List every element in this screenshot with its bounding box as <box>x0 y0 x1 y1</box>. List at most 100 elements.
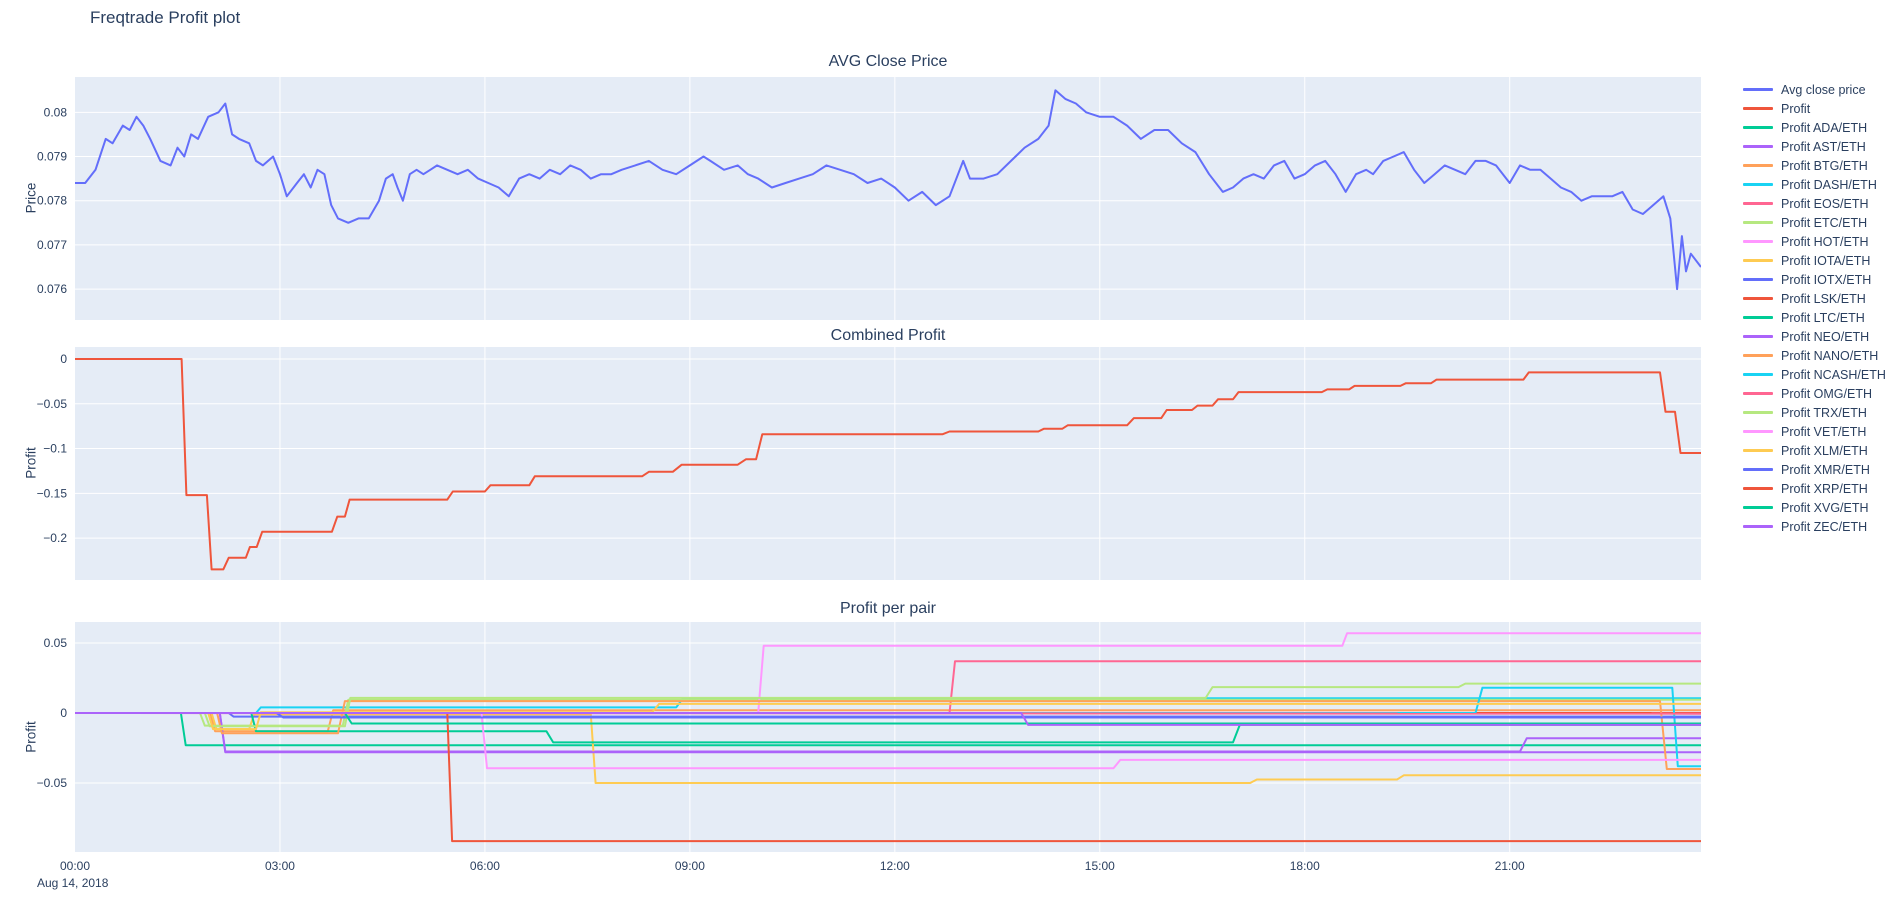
series-line-avg-close-price <box>75 89 1701 291</box>
y-tick-label: 0 <box>60 352 67 366</box>
legend-item-profit-omg-eth[interactable]: Profit OMG/ETH <box>1743 384 1886 403</box>
legend-item-label: Profit ADA/ETH <box>1781 120 1868 135</box>
legend-item-profit-dash-eth[interactable]: Profit DASH/ETH <box>1743 175 1886 194</box>
series-line-profit-ltc-eth <box>75 712 1701 744</box>
legend-item-profit-ada-eth[interactable]: Profit ADA/ETH <box>1743 118 1886 137</box>
y-tick-label: 0.05 <box>44 636 68 650</box>
legend-line-swatch <box>1743 449 1773 452</box>
x-tick-label: 06:00 <box>470 859 500 873</box>
legend-item-profit-btg-eth[interactable]: Profit BTG/ETH <box>1743 156 1886 175</box>
legend-item-label: Profit TRX/ETH <box>1781 405 1867 420</box>
series-line-profit <box>75 358 1701 571</box>
series-group-avg-close-price <box>75 89 1701 291</box>
legend-item-profit-xmr-eth[interactable]: Profit XMR/ETH <box>1743 460 1886 479</box>
legend-item-profit[interactable]: Profit <box>1743 99 1886 118</box>
legend-line-swatch <box>1743 259 1773 262</box>
legend-line-swatch <box>1743 240 1773 243</box>
legend-line-swatch <box>1743 88 1773 91</box>
legend-line-swatch <box>1743 354 1773 357</box>
legend-item-profit-eos-eth[interactable]: Profit EOS/ETH <box>1743 194 1886 213</box>
legend-item-label: Profit XRP/ETH <box>1781 481 1868 496</box>
y-tick-label: −0.1 <box>43 442 67 456</box>
legend-line-swatch <box>1743 316 1773 319</box>
legend-line-swatch <box>1743 164 1773 167</box>
legend-item-label: Profit NEO/ETH <box>1781 329 1870 344</box>
series-group-combined-profit <box>75 358 1701 571</box>
legend-line-swatch <box>1743 278 1773 281</box>
legend-item-label: Profit DASH/ETH <box>1781 177 1877 192</box>
y-tick-label: 0.078 <box>37 194 67 208</box>
legend-item-profit-xlm-eth[interactable]: Profit XLM/ETH <box>1743 441 1886 460</box>
legend-item-profit-nano-eth[interactable]: Profit NANO/ETH <box>1743 346 1886 365</box>
legend-item-profit-iotx-eth[interactable]: Profit IOTX/ETH <box>1743 270 1886 289</box>
legend-item-avg-close-price[interactable]: Avg close price <box>1743 80 1886 99</box>
legend-item-label: Profit NANO/ETH <box>1781 348 1879 363</box>
legend-item-profit-xvg-eth[interactable]: Profit XVG/ETH <box>1743 498 1886 517</box>
legend-line-swatch <box>1743 145 1773 148</box>
legend-item-label: Profit HOT/ETH <box>1781 234 1869 249</box>
y-tick-label: −0.05 <box>37 776 68 790</box>
y-axis-label-profit-2: Profit <box>23 721 39 753</box>
legend-item-label: Profit ZEC/ETH <box>1781 519 1868 534</box>
y-tick-label: −0.15 <box>37 486 68 500</box>
legend-line-swatch <box>1743 202 1773 205</box>
legend-item-profit-ast-eth[interactable]: Profit AST/ETH <box>1743 137 1886 156</box>
plot-area-avg-close-price[interactable] <box>75 77 1701 320</box>
legend-item-label: Profit LSK/ETH <box>1781 291 1866 306</box>
legend-line-swatch <box>1743 392 1773 395</box>
legend-item-profit-zec-eth[interactable]: Profit ZEC/ETH <box>1743 517 1886 536</box>
legend-item-label: Profit XMR/ETH <box>1781 462 1870 477</box>
x-tick-label: 18:00 <box>1290 859 1320 873</box>
series-line-profit-zec-eth <box>75 712 1701 726</box>
legend-item-profit-iota-eth[interactable]: Profit IOTA/ETH <box>1743 251 1886 270</box>
legend-item-label: Profit LTC/ETH <box>1781 310 1865 325</box>
x-tick-label: 00:00 <box>60 859 90 873</box>
legend-item-label: Profit NCASH/ETH <box>1781 367 1886 382</box>
legend-line-swatch <box>1743 525 1773 528</box>
subplot-title-profit-per-pair: Profit per pair <box>839 600 937 617</box>
series-line-profit-xlm-eth <box>75 702 1701 731</box>
legend-line-swatch <box>1743 297 1773 300</box>
legend-item-profit-hot-eth[interactable]: Profit HOT/ETH <box>1743 232 1886 251</box>
legend-item-profit-ltc-eth[interactable]: Profit LTC/ETH <box>1743 308 1886 327</box>
y-tick-label: −0.2 <box>43 531 67 545</box>
subplot-title-avg-close-price: AVG Close Price <box>828 53 948 70</box>
y-tick-label: 0 <box>60 706 67 720</box>
legend-item-profit-trx-eth[interactable]: Profit TRX/ETH <box>1743 403 1886 422</box>
legend-item-profit-etc-eth[interactable]: Profit ETC/ETH <box>1743 213 1886 232</box>
plot-area-profit-per-pair[interactable] <box>75 622 1701 852</box>
legend-item-profit-neo-eth[interactable]: Profit NEO/ETH <box>1743 327 1886 346</box>
legend-item-profit-vet-eth[interactable]: Profit VET/ETH <box>1743 422 1886 441</box>
legend-item-label: Profit OMG/ETH <box>1781 386 1872 401</box>
legend-item-label: Profit EOS/ETH <box>1781 196 1869 211</box>
y-tick-label: 0.08 <box>44 105 68 119</box>
legend: Avg close price Profit Profit ADA/ETH Profi… <box>1743 80 1886 536</box>
legend-item-profit-xrp-eth[interactable]: Profit XRP/ETH <box>1743 479 1886 498</box>
legend-item-profit-lsk-eth[interactable]: Profit LSK/ETH <box>1743 289 1886 308</box>
legend-line-swatch <box>1743 107 1773 110</box>
legend-line-swatch <box>1743 430 1773 433</box>
legend-item-label: Profit XLM/ETH <box>1781 443 1868 458</box>
legend-item-label: Profit ETC/ETH <box>1781 215 1868 230</box>
x-tick-label: 12:00 <box>880 859 910 873</box>
legend-line-swatch <box>1743 335 1773 338</box>
series-line-profit-trx-eth <box>75 682 1701 728</box>
legend-item-label: Profit IOTX/ETH <box>1781 272 1872 287</box>
legend-item-label: Profit BTG/ETH <box>1781 158 1868 173</box>
legend-line-swatch <box>1743 221 1773 224</box>
y-tick-label: 0.079 <box>37 150 67 164</box>
x-tick-label: 09:00 <box>675 859 705 873</box>
y-axis-label-profit-1: Profit <box>23 447 39 479</box>
x-tick-label: 21:00 <box>1495 859 1525 873</box>
legend-item-profit-ncash-eth[interactable]: Profit NCASH/ETH <box>1743 365 1886 384</box>
legend-line-swatch <box>1743 183 1773 186</box>
y-tick-label: 0.077 <box>37 238 67 252</box>
legend-item-label: Profit VET/ETH <box>1781 424 1867 439</box>
legend-item-label: Profit <box>1781 101 1811 116</box>
page-title: Freqtrade Profit plot <box>90 8 241 27</box>
legend-item-label: Profit IOTA/ETH <box>1781 253 1871 268</box>
subplot-title-combined-profit: Combined Profit <box>830 327 946 344</box>
plot-area-combined-profit[interactable] <box>75 347 1701 580</box>
